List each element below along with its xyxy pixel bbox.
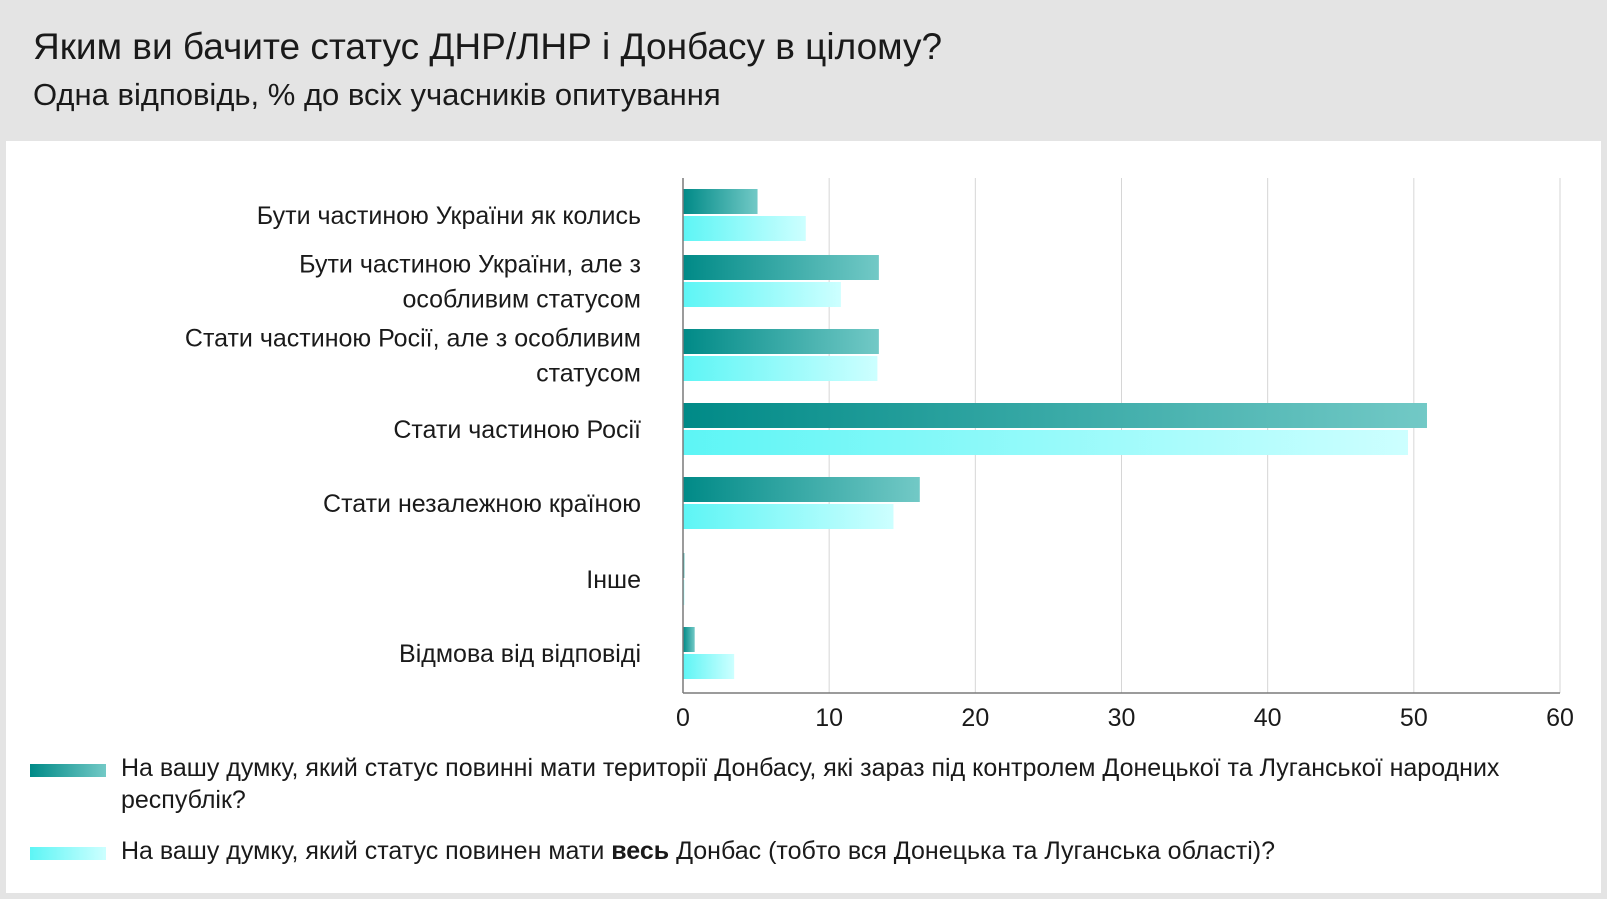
x-tick-label-0: 0 bbox=[676, 704, 690, 732]
category-label-5-line-1: Стати незалежною країною bbox=[323, 490, 641, 518]
category-label-3-line-1: Стати частиною Росії, але з особливим bbox=[185, 325, 641, 353]
x-tick-label-40: 40 bbox=[1254, 704, 1282, 732]
legend-swatch-series-1 bbox=[30, 764, 106, 777]
bar-s1-c1 bbox=[683, 189, 758, 214]
legend-text-series-2: На вашу думку, який статус повинен мати … bbox=[121, 835, 1541, 867]
x-tick-label-30: 30 bbox=[1108, 704, 1136, 732]
bar-s2-c3 bbox=[683, 356, 878, 381]
bar-s1-c3 bbox=[683, 329, 879, 354]
category-label-2-line-2: особливим статусом bbox=[402, 286, 641, 314]
category-label-2-line-1: Бути частиною України, але з bbox=[299, 251, 641, 279]
category-label-1-line-1: Бути частиною України як колись bbox=[257, 202, 641, 230]
legend-text-series-1: На вашу думку, який статус повинні мати … bbox=[121, 754, 1500, 814]
legend-swatch-series-2 bbox=[30, 847, 106, 860]
category-label-4-line-1: Стати частиною Росії bbox=[393, 416, 641, 444]
bar-s2-c2 bbox=[683, 282, 841, 307]
category-labels: Бути частиною України як колись Бути част… bbox=[185, 202, 641, 668]
chart-title: Яким ви бачите статус ДНР/ЛНР і Донбасу … bbox=[33, 26, 943, 67]
bar-s2-c4 bbox=[683, 430, 1408, 455]
bar-s2-c7 bbox=[683, 654, 735, 679]
x-tick-label-10: 10 bbox=[815, 704, 843, 732]
chart-subtitle: Одна відповідь, % до всіх учасників опит… bbox=[33, 77, 721, 112]
legend-text-series-2-part-a: На вашу думку, який статус повинен мати bbox=[121, 837, 612, 865]
bar-s1-c5 bbox=[683, 477, 920, 502]
bar-s2-c5 bbox=[683, 504, 894, 529]
bar-s2-c1 bbox=[683, 216, 806, 241]
x-tick-labels: 0 10 20 30 40 50 60 bbox=[676, 704, 1574, 732]
category-label-6-line-1: Інше bbox=[586, 566, 641, 594]
category-label-7-line-1: Відмова від відповіді bbox=[399, 640, 641, 668]
bars bbox=[683, 189, 1427, 679]
x-tick-label-50: 50 bbox=[1400, 704, 1428, 732]
x-tick-label-60: 60 bbox=[1546, 704, 1574, 732]
bar-s1-c7 bbox=[683, 627, 695, 652]
x-tick-label-20: 20 bbox=[961, 704, 989, 732]
bar-s1-c2 bbox=[683, 255, 879, 280]
bar-s1-c4 bbox=[683, 403, 1427, 428]
header: Яким ви бачите статус ДНР/ЛНР і Донбасу … bbox=[0, 0, 1607, 141]
legend-text-series-2-bold: весь bbox=[611, 837, 670, 865]
axes bbox=[682, 178, 1560, 694]
category-label-3-line-2: статусом bbox=[536, 360, 641, 388]
legend-text-series-2-part-b: Донбас (тобто вся Донецька та Луганська … bbox=[669, 837, 1275, 865]
